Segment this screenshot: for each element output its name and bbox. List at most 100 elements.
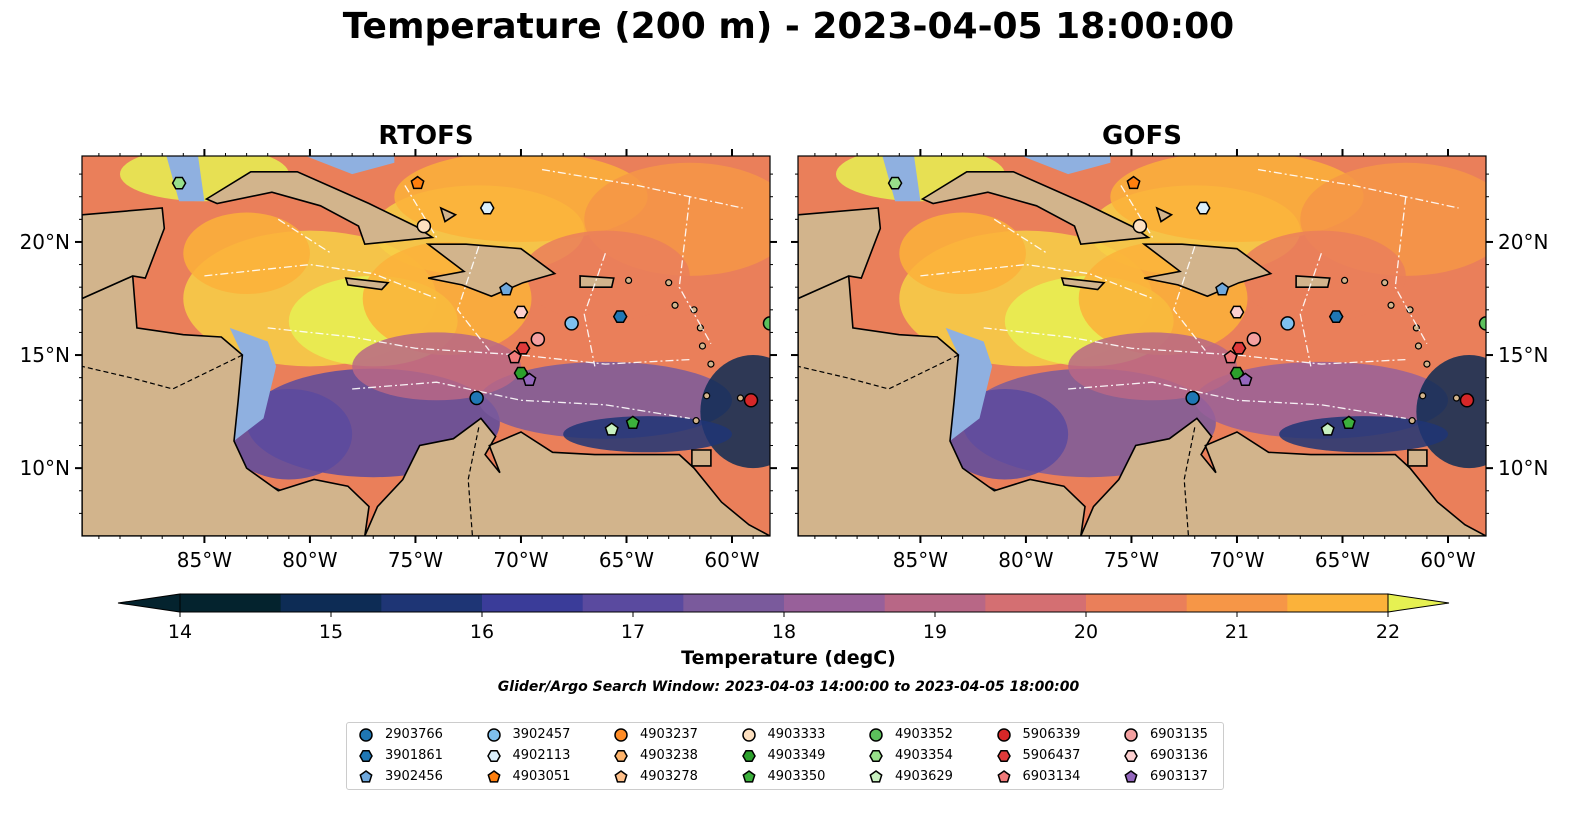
legend-marker-4903333 (741, 728, 756, 742)
legend-label: 4903354 (895, 748, 953, 763)
temperature-patch (1236, 230, 1406, 322)
legend-label: 4903629 (895, 769, 953, 784)
island (703, 392, 711, 400)
temperature-patch (899, 212, 1026, 294)
legend-marker-6903135 (1124, 728, 1138, 742)
colorbar-segment (683, 594, 785, 612)
colorbar-segment (1086, 594, 1188, 612)
island (625, 276, 633, 285)
lon-tick-label: 60°W (1420, 548, 1475, 572)
obs-marker-4902113 (1195, 201, 1211, 215)
legend-item-4903350: 4903350 (740, 767, 860, 787)
lon-tick-label: 65°W (1315, 548, 1370, 572)
eez-boundary (1120, 185, 1154, 238)
island (671, 301, 679, 309)
obs-marker-2903766 (469, 390, 484, 406)
legend-label: 4903051 (512, 769, 571, 784)
island (698, 342, 707, 350)
colorbar-extend-low (117, 593, 181, 613)
eez-boundary (456, 246, 490, 351)
obs-marker-3902456 (499, 282, 514, 296)
eez-boundary (983, 327, 1406, 365)
legend-label: 5906437 (1022, 748, 1081, 763)
legend-item-4903278: 4903278 (612, 767, 732, 787)
legend-item-4903051: 4903051 (485, 767, 605, 787)
obs-marker-4903333 (1132, 218, 1148, 234)
land-puerto-rico (579, 275, 615, 289)
island (1414, 342, 1423, 350)
colorbar-segment (180, 594, 282, 612)
map-rtofs (82, 156, 770, 536)
eez-boundary (352, 381, 690, 420)
legend-marker-4903629 (869, 770, 883, 783)
colorbar-segment (1186, 594, 1288, 612)
legend-item-3902456: 3902456 (357, 767, 477, 787)
island (1408, 417, 1416, 425)
temperature-patch (1110, 156, 1364, 242)
temperature-patch (1068, 332, 1237, 401)
colorbar-segment (1287, 594, 1389, 612)
temperature-patch (394, 156, 648, 242)
eez-boundary (404, 185, 438, 238)
legend-marker-4903051 (486, 770, 501, 783)
land-south-america (1079, 417, 1486, 536)
yucatan-shelf (882, 156, 921, 202)
colorbar-tick-label: 16 (470, 621, 494, 643)
colorbar-segment (482, 594, 584, 612)
obs-marker-4903354 (887, 176, 903, 190)
legend-marker-4903237 (614, 728, 628, 742)
legend-marker-6903137 (1124, 770, 1138, 783)
colorbar-segment (884, 594, 986, 612)
eez-boundary (204, 263, 437, 300)
legend-marker-4903238 (614, 750, 628, 762)
temperature-patch (183, 212, 310, 294)
obs-marker-4903629 (604, 422, 619, 436)
lon-tick-label: 80°W (998, 548, 1053, 572)
island (736, 394, 745, 402)
colorbar: 14 15 16 17 18 19 20 21 22 (117, 593, 1450, 643)
legend-item-6903136: 6903136 (1122, 746, 1242, 766)
land-trinidad (1407, 449, 1428, 467)
colorbar-tick-label: 14 (168, 621, 192, 643)
legend: 2903766 3901861 3902456 3902457 4902113 49030… (346, 722, 1224, 790)
island (1387, 301, 1395, 309)
lon-tick-label: 75°W (388, 548, 443, 572)
obs-marker-4903349 (1229, 366, 1245, 380)
legend-label: 5906339 (1022, 727, 1081, 742)
legend-item-6903134: 6903134 (995, 767, 1115, 787)
lon-tick-label: 70°W (1209, 548, 1264, 572)
colorbar-label: Temperature (degC) (681, 647, 896, 669)
obs-marker-6903137 (1238, 372, 1253, 386)
nicaragua-shelf (229, 327, 277, 441)
legend-label: 3902457 (512, 727, 571, 742)
temperature-patch (520, 230, 690, 322)
eez-boundary (1299, 253, 1323, 367)
legend-marker-5906437 (996, 750, 1011, 762)
country-border (82, 354, 243, 390)
map-frame-rtofs (81, 155, 771, 537)
map-panels: 85°W 80°W 75°W 70°W 65°W 60°W 10°N 15°N 20°N 85°W… (20, 149, 1548, 572)
eez-boundary (583, 253, 607, 367)
eez-boundary (1394, 196, 1428, 345)
lat-tick-label: 10°N (1498, 456, 1548, 480)
obs-marker-6903136 (1229, 305, 1245, 319)
lat-tick-label: 20°N (1498, 230, 1548, 254)
panel-title-rtofs: RTOFS (378, 121, 474, 151)
bahamas-shelf (305, 156, 395, 175)
land-yucatan (798, 207, 882, 300)
land-cuba (204, 171, 435, 246)
legend-item-4903352: 4903352 (867, 725, 987, 745)
nicaragua-shelf (945, 327, 993, 441)
legend-marker-6903134 (996, 770, 1011, 783)
legend-marker-4903349 (741, 750, 756, 762)
country-border (467, 427, 480, 536)
lat-tick-label: 20°N (20, 230, 70, 254)
obs-marker-6903135 (1246, 331, 1262, 347)
obs-marker-4903051 (410, 175, 425, 190)
island (692, 417, 700, 425)
main-title: Temperature (200 m) - 2023-04-05 18:00:0… (342, 6, 1235, 47)
obs-marker-4903352 (1478, 316, 1486, 331)
obs-marker-2903766 (1185, 390, 1200, 406)
legend-item-4903349: 4903349 (740, 746, 860, 766)
legend-label: 6903137 (1150, 769, 1208, 784)
